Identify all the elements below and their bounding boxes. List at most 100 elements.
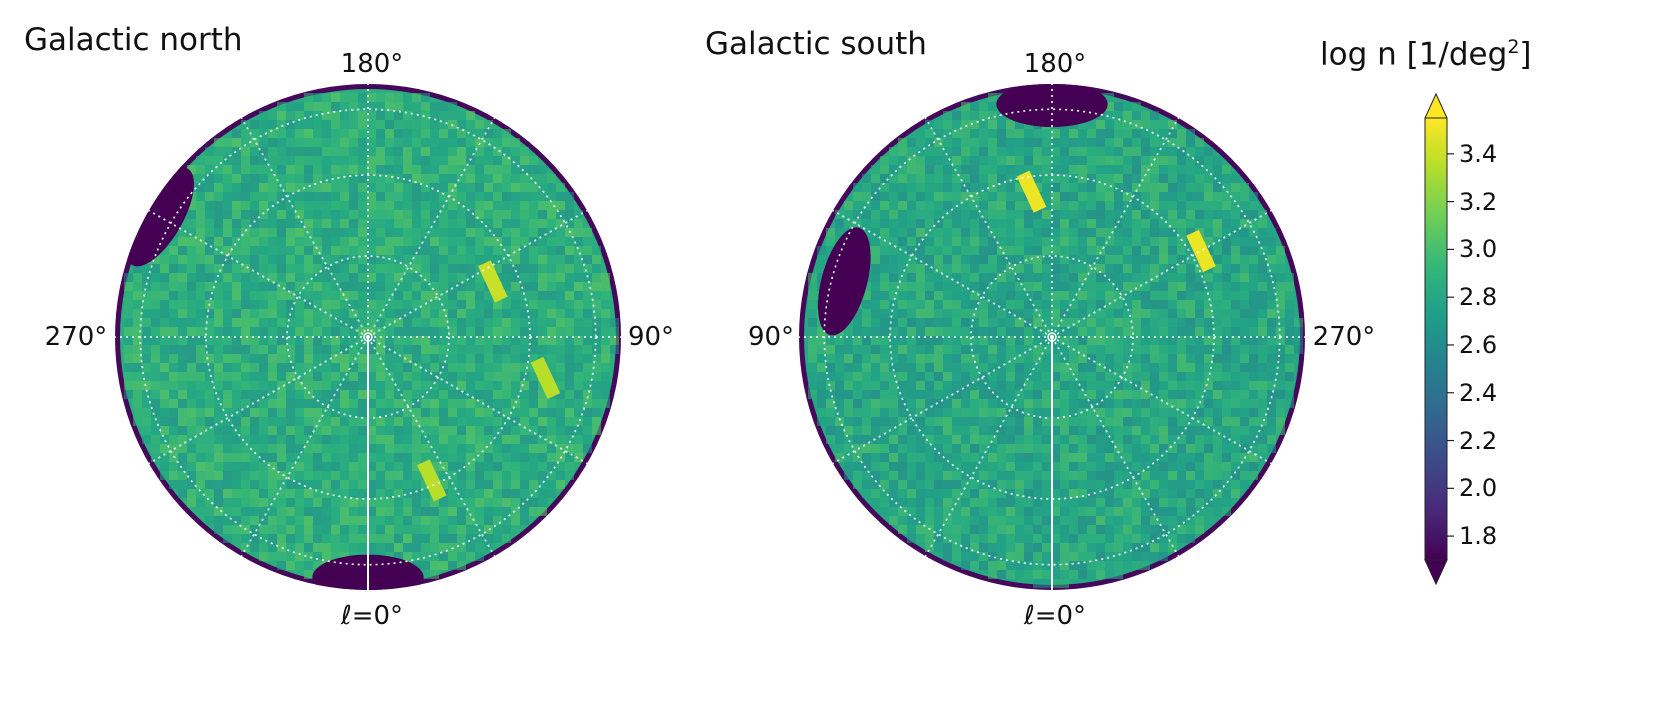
density-cell bbox=[1195, 453, 1204, 462]
density-cell bbox=[1267, 372, 1276, 381]
density-cell bbox=[268, 381, 277, 390]
density-cell bbox=[871, 183, 880, 192]
density-cell bbox=[988, 480, 997, 489]
density-cell bbox=[871, 165, 880, 174]
density-cell bbox=[286, 291, 295, 300]
density-cell bbox=[1195, 507, 1204, 516]
density-cell bbox=[1204, 444, 1213, 453]
density-cell bbox=[997, 570, 1006, 579]
density-cell bbox=[484, 300, 493, 309]
density-cell bbox=[241, 291, 250, 300]
density-cell bbox=[898, 426, 907, 435]
density-cell bbox=[331, 417, 340, 426]
density-cell bbox=[439, 165, 448, 174]
density-cell bbox=[430, 507, 439, 516]
density-cell bbox=[295, 192, 304, 201]
density-cell bbox=[259, 471, 268, 480]
density-cell bbox=[421, 534, 430, 543]
density-cell bbox=[448, 156, 457, 165]
density-cell bbox=[196, 426, 205, 435]
density-cell bbox=[412, 462, 421, 471]
grid-ring bbox=[823, 108, 1281, 566]
density-cell bbox=[1069, 309, 1078, 318]
density-cell bbox=[592, 354, 601, 363]
density-cell bbox=[907, 210, 916, 219]
density-cell bbox=[1168, 318, 1177, 327]
density-cell bbox=[1213, 489, 1222, 498]
density-cell bbox=[817, 408, 826, 417]
density-cell bbox=[1186, 147, 1195, 156]
density-cell bbox=[1033, 273, 1042, 282]
density-cell bbox=[1096, 444, 1105, 453]
density-cell bbox=[1096, 192, 1105, 201]
density-cell bbox=[187, 390, 196, 399]
density-cell bbox=[1006, 300, 1015, 309]
density-cell bbox=[934, 462, 943, 471]
density-cell bbox=[205, 237, 214, 246]
density-cell bbox=[457, 138, 466, 147]
density-cell bbox=[1177, 327, 1186, 336]
density-cell bbox=[430, 255, 439, 264]
density-cell bbox=[1114, 300, 1123, 309]
density-cell bbox=[412, 498, 421, 507]
density-cell bbox=[1231, 318, 1240, 327]
density-cell bbox=[1222, 219, 1231, 228]
density-cell bbox=[1024, 165, 1033, 174]
density-cell bbox=[934, 228, 943, 237]
density-cell bbox=[943, 147, 952, 156]
density-cell bbox=[313, 354, 322, 363]
density-cell bbox=[349, 462, 358, 471]
density-cell bbox=[997, 336, 1006, 345]
density-cell bbox=[1240, 210, 1249, 219]
density-cell bbox=[925, 354, 934, 363]
density-cell bbox=[1285, 327, 1294, 336]
density-cell bbox=[466, 399, 475, 408]
density-cell bbox=[1042, 525, 1051, 534]
density-cell bbox=[421, 399, 430, 408]
density-cell bbox=[1015, 246, 1024, 255]
density-cell bbox=[1195, 138, 1204, 147]
density-cell bbox=[1285, 390, 1294, 399]
density-cell bbox=[880, 327, 889, 336]
colorbar-tick-label: 1.8 bbox=[1459, 522, 1498, 551]
density-cell bbox=[367, 192, 376, 201]
density-cell bbox=[520, 255, 529, 264]
density-cell bbox=[943, 174, 952, 183]
density-cell bbox=[1159, 219, 1168, 228]
density-cell bbox=[286, 102, 295, 111]
density-cell bbox=[223, 192, 232, 201]
density-cell bbox=[160, 372, 169, 381]
density-cell bbox=[1123, 318, 1132, 327]
density-cell bbox=[1186, 174, 1195, 183]
density-cell bbox=[394, 156, 403, 165]
density-cell bbox=[196, 435, 205, 444]
density-cell bbox=[1204, 363, 1213, 372]
density-cell bbox=[565, 462, 574, 471]
density-cell bbox=[232, 165, 241, 174]
density-cell bbox=[196, 156, 205, 165]
density-cell bbox=[502, 498, 511, 507]
density-cell bbox=[1159, 462, 1168, 471]
density-cell bbox=[817, 372, 826, 381]
density-cell bbox=[349, 417, 358, 426]
density-cell bbox=[916, 318, 925, 327]
density-cell bbox=[250, 345, 259, 354]
density-cell bbox=[439, 183, 448, 192]
density-cell bbox=[376, 399, 385, 408]
density-cell bbox=[1177, 237, 1186, 246]
density-cell bbox=[1105, 462, 1114, 471]
density-cell bbox=[268, 318, 277, 327]
density-cell bbox=[844, 444, 853, 453]
density-cell bbox=[412, 471, 421, 480]
density-cell bbox=[1051, 552, 1060, 561]
density-cell bbox=[565, 417, 574, 426]
density-cell bbox=[286, 264, 295, 273]
density-cell bbox=[1024, 435, 1033, 444]
density-cell bbox=[1033, 426, 1042, 435]
density-cell bbox=[223, 219, 232, 228]
density-cell bbox=[259, 498, 268, 507]
density-cell bbox=[934, 525, 943, 534]
density-cell bbox=[403, 435, 412, 444]
density-cell bbox=[376, 489, 385, 498]
density-cell bbox=[1168, 309, 1177, 318]
